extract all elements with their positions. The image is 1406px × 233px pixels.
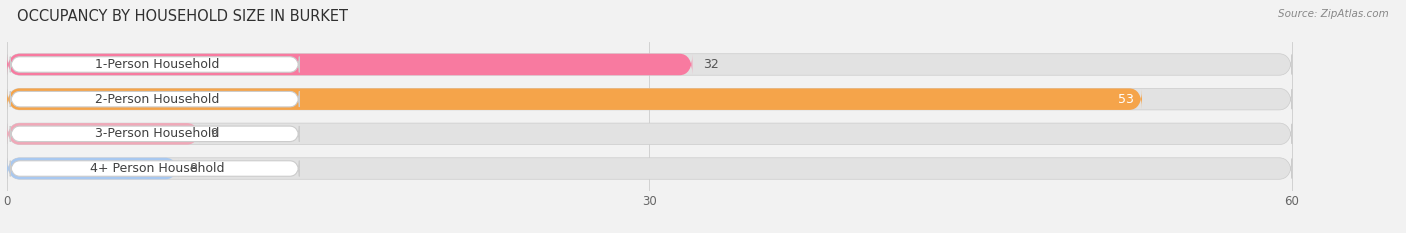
FancyBboxPatch shape xyxy=(10,126,299,142)
FancyBboxPatch shape xyxy=(10,91,299,107)
Text: 8: 8 xyxy=(188,162,197,175)
FancyBboxPatch shape xyxy=(7,158,179,179)
Text: 53: 53 xyxy=(1118,93,1133,106)
Text: 9: 9 xyxy=(211,127,218,140)
Text: 1-Person Household: 1-Person Household xyxy=(94,58,219,71)
FancyBboxPatch shape xyxy=(7,88,1292,110)
Text: OCCUPANCY BY HOUSEHOLD SIZE IN BURKET: OCCUPANCY BY HOUSEHOLD SIZE IN BURKET xyxy=(17,9,347,24)
FancyBboxPatch shape xyxy=(7,123,1292,145)
FancyBboxPatch shape xyxy=(7,158,1292,179)
Text: Source: ZipAtlas.com: Source: ZipAtlas.com xyxy=(1278,9,1389,19)
FancyBboxPatch shape xyxy=(7,54,692,75)
Text: 2-Person Household: 2-Person Household xyxy=(94,93,219,106)
FancyBboxPatch shape xyxy=(10,57,299,72)
Text: 32: 32 xyxy=(703,58,718,71)
FancyBboxPatch shape xyxy=(7,54,1292,75)
Text: 4+ Person Household: 4+ Person Household xyxy=(90,162,224,175)
FancyBboxPatch shape xyxy=(7,88,1142,110)
FancyBboxPatch shape xyxy=(10,161,299,176)
FancyBboxPatch shape xyxy=(7,123,200,145)
Text: 3-Person Household: 3-Person Household xyxy=(94,127,219,140)
